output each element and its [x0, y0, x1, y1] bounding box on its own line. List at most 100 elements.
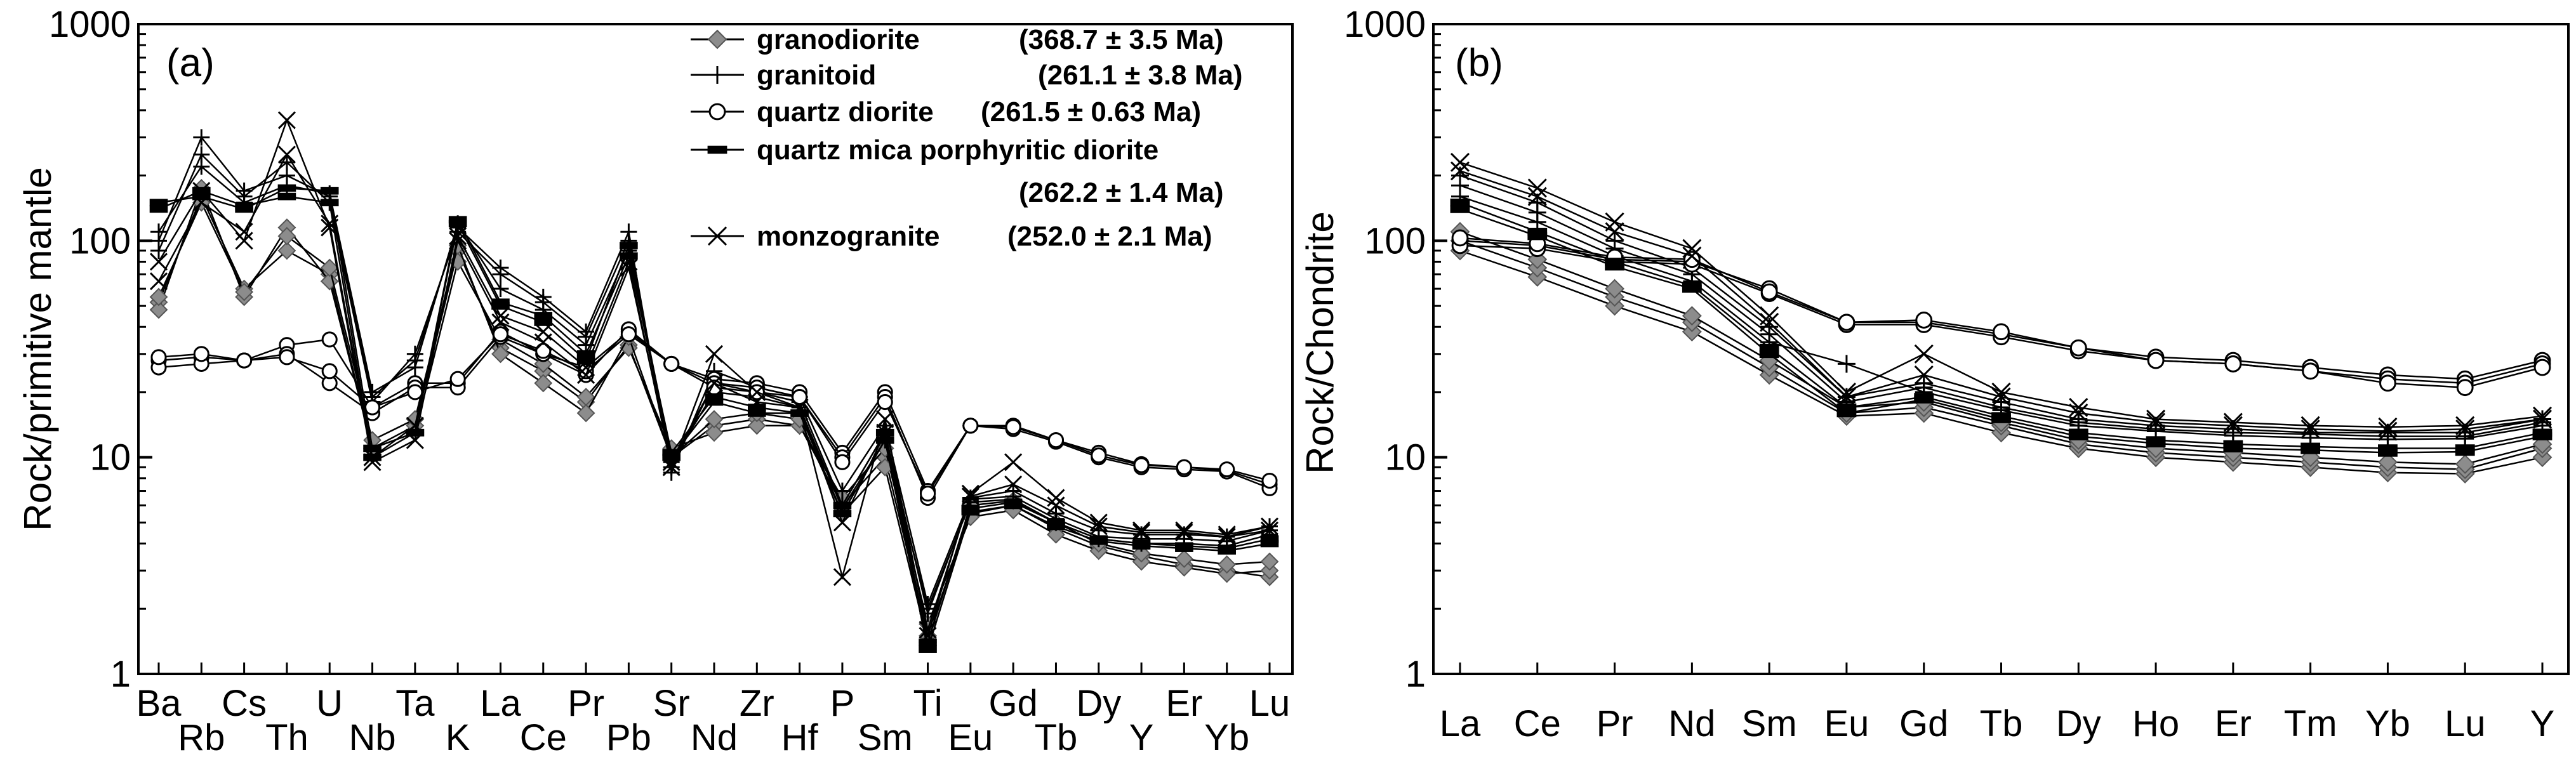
x-category-label: Sm	[858, 717, 913, 758]
data-point-marker	[2378, 417, 2398, 437]
data-point-marker	[705, 345, 724, 363]
x-category-label: Tb	[1980, 703, 2023, 744]
y-tick-label: 100	[69, 220, 131, 261]
data-point-marker	[235, 282, 254, 301]
data-point-marker	[833, 513, 851, 532]
data-point-marker	[149, 205, 168, 213]
y-tick-label: 10	[1384, 437, 1426, 478]
data-point-marker	[193, 158, 210, 175]
x-category-label: Tb	[1035, 717, 1078, 758]
y-tick-label: 10	[90, 437, 131, 478]
data-point-marker	[277, 184, 296, 192]
data-point-marker	[1260, 539, 1279, 548]
data-point-marker	[2146, 412, 2166, 432]
x-category-label: Dy	[2056, 703, 2101, 744]
data-point-marker	[2455, 454, 2475, 474]
y-tick-label: 1000	[49, 4, 131, 45]
legend-label: quartz diorite	[757, 96, 934, 128]
legend-item: quartz diorite (261.5 ± 0.63 Ma)	[691, 96, 1201, 128]
x-category-label: Ho	[2132, 703, 2179, 744]
data-point-marker	[534, 312, 553, 320]
data-point-marker	[1450, 161, 1470, 181]
data-point-marker	[1047, 525, 1065, 544]
data-point-marker	[919, 645, 937, 653]
legend-item: monzogranite (252.0 ± 2.1 Ma)	[691, 221, 1212, 252]
data-point-marker	[961, 487, 979, 506]
panel-a-frame	[137, 23, 1294, 675]
data-point-marker	[535, 343, 552, 359]
data-point-marker	[576, 357, 595, 364]
data-point-marker	[2455, 447, 2475, 456]
data-point-marker	[1682, 246, 1702, 266]
series-monzogranite	[1450, 161, 2553, 441]
x-category-label: Nd	[1668, 703, 1715, 744]
data-point-marker	[1682, 306, 1702, 326]
data-point-marker	[2068, 432, 2088, 440]
data-point-marker	[193, 129, 210, 146]
data-point-marker	[1219, 461, 1235, 478]
x-category-label: Dy	[1076, 683, 1121, 724]
data-point-marker	[576, 350, 595, 358]
data-point-marker	[407, 384, 423, 400]
data-point-marker	[919, 638, 937, 646]
panel-b-label: (b)	[1455, 41, 1503, 85]
series-granitoid	[1451, 187, 2551, 449]
series-monzogranite	[1450, 152, 2553, 437]
panel-b-frame	[1432, 23, 2570, 675]
data-point-marker	[277, 192, 296, 201]
legend-age: (261.5 ± 0.63 Ma)	[981, 96, 1201, 128]
legend-label: quartz mica porphyritic diorite	[757, 135, 1159, 166]
data-point-marker	[1915, 312, 1933, 329]
x-category-label: Ta	[395, 683, 435, 724]
data-point-marker	[705, 374, 724, 392]
data-point-marker	[1218, 525, 1236, 544]
legend-item: quartz mica porphyritic diorite (262.2 ± …	[691, 135, 1224, 208]
data-point-marker	[1091, 447, 1107, 464]
data-point-marker	[2147, 352, 2165, 369]
data-point-marker	[962, 418, 979, 434]
data-point-marker	[235, 202, 253, 210]
data-point-marker	[277, 241, 296, 260]
y-tick-label: 100	[1364, 220, 1426, 261]
data-point-marker	[1450, 198, 1470, 207]
data-point-marker	[1836, 409, 1857, 418]
data-point-marker	[620, 252, 638, 260]
data-point-marker	[919, 485, 936, 502]
data-point-marker	[1047, 489, 1065, 507]
data-point-marker	[193, 346, 209, 362]
data-point-marker	[363, 448, 382, 466]
data-point-marker	[2300, 419, 2320, 439]
data-point-marker	[919, 626, 937, 645]
data-point-marker	[492, 280, 509, 298]
data-point-marker	[150, 349, 167, 366]
series-line	[1459, 161, 2543, 428]
x-category-label: Er	[1165, 683, 1202, 724]
data-point-marker	[2300, 445, 2321, 454]
data-point-marker	[277, 227, 296, 246]
legend-marker	[707, 145, 727, 154]
data-point-marker	[662, 458, 681, 477]
data-point-marker	[1047, 432, 1065, 449]
y-tick-label: 1000	[1344, 4, 1426, 45]
x-category-label: P	[830, 683, 855, 724]
x-category-label: Ti	[913, 683, 942, 724]
series-granodiorite	[149, 193, 1279, 652]
data-point-marker	[235, 232, 253, 250]
data-point-marker	[149, 300, 168, 319]
data-point-marker	[2378, 449, 2398, 457]
data-point-marker	[577, 366, 595, 384]
x-category-label: Pr	[568, 683, 604, 724]
data-point-marker	[833, 568, 851, 586]
x-category-label: Zr	[740, 683, 774, 724]
data-point-marker	[748, 404, 766, 411]
data-point-marker	[2069, 339, 2087, 357]
data-point-marker	[1914, 365, 1934, 385]
x-category-label: Yb	[2365, 703, 2410, 744]
data-point-marker	[1993, 323, 2010, 341]
data-point-marker	[790, 409, 809, 417]
x-category-label: Eu	[1824, 703, 1869, 744]
data-point-marker	[1760, 283, 1778, 301]
data-point-marker	[1004, 453, 1023, 471]
data-point-marker	[2223, 416, 2243, 435]
